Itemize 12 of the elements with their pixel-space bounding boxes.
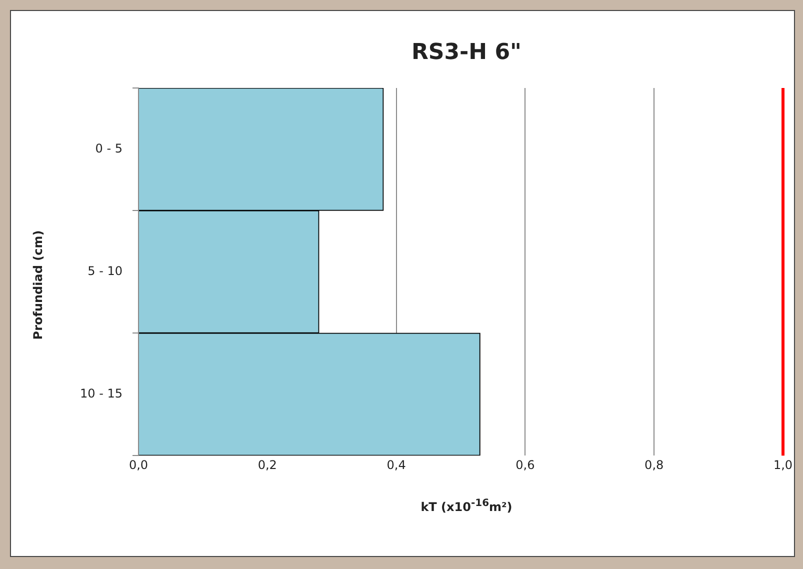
y-tick-label: 10 - 15 (80, 386, 122, 400)
x-tick-label: 1,0 (773, 458, 793, 472)
x-tick-label: 0,4 (386, 458, 406, 472)
x-tick-label: 0,8 (644, 458, 664, 472)
y-axis-title: Profundiad (cm) (31, 230, 45, 340)
chart-title: RS3-H 6" (410, 40, 523, 65)
y-tick-label: 0 - 5 (95, 141, 122, 156)
y-tick-label: 5 - 10 (88, 264, 122, 278)
x-tick-label: 0,6 (516, 458, 535, 472)
x-tick-label: 0,0 (128, 458, 148, 472)
x-axis-title: kT (x10$^{-16}$m²) (420, 498, 514, 514)
x-tick-label: 0,2 (258, 458, 277, 472)
